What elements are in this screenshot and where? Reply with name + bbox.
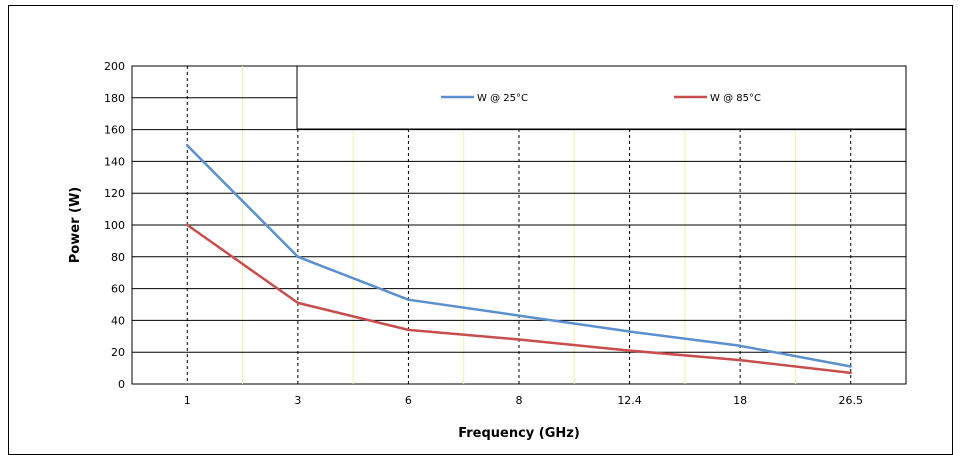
y-tick-label: 180 [104,92,125,105]
y-tick-label: 160 [104,124,125,137]
x-tick-label: 1 [184,394,191,407]
y-tick-label: 40 [111,314,125,327]
y-tick-label: 20 [111,346,125,359]
data-point [517,338,521,341]
data-point [186,223,189,227]
y-axis-title: Power (W) [68,187,83,263]
data-point [628,349,631,352]
x-tick-label: 12.4 [617,394,642,407]
data-point [407,298,410,301]
data-point [849,365,852,368]
x-axis-title: Frequency (GHz) [458,426,580,441]
legend-label-w85: W @ 85°C [710,93,761,104]
data-point [628,330,631,333]
y-tick-label: 100 [104,219,125,232]
data-point [738,344,742,348]
x-tick-label: 3 [294,394,301,407]
chart-frame: W @ 25°C W @ 85°C 0 20 40 60 80 100 120 140 160 1… [8,5,953,455]
data-point [407,328,410,332]
data-point [849,371,852,375]
series-lines [186,144,852,375]
x-tick-label: 8 [516,394,523,407]
y-tick-label: 200 [104,60,125,73]
x-tick-label: 18 [733,394,747,407]
legend-box-frame [296,65,907,130]
x-tick-label: 6 [405,394,412,407]
legend: W @ 25°C W @ 85°C [296,65,907,130]
y-tick-label: 0 [118,378,125,391]
x-axis-tick-labels: 1 3 6 8 12.4 18 26.5 [184,394,863,407]
line-chart: W @ 25°C W @ 85°C 0 20 40 60 80 100 120 140 160 1… [68,60,907,441]
legend-label-w25: W @ 25°C [477,93,528,104]
y-tick-label: 140 [104,155,125,168]
data-point [296,255,300,258]
data-point [186,144,189,147]
data-point [296,301,300,305]
y-axis-tick-labels: 0 20 40 60 80 100 120 140 160 180 200 [104,60,125,391]
data-point [738,358,742,362]
y-tick-label: 120 [104,187,125,200]
data-point [517,314,521,317]
y-tick-label: 60 [111,283,125,296]
x-tick-label: 26.5 [838,394,863,407]
y-tick-label: 80 [111,251,125,264]
